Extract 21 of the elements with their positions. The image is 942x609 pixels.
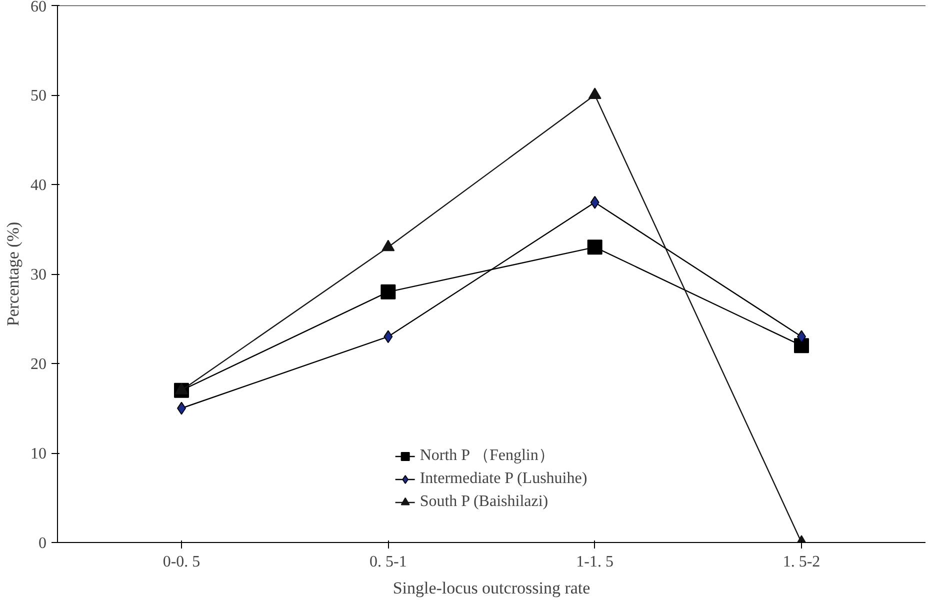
y-tick-label: 40 bbox=[30, 177, 46, 194]
legend-label: North P （Fenglin） bbox=[420, 446, 554, 466]
legend-label: Intermediate P (Lushuihe) bbox=[420, 470, 588, 488]
point bbox=[587, 240, 602, 255]
x-tick-label: 0-0. 5 bbox=[162, 554, 200, 570]
y-tick-label: 10 bbox=[30, 446, 46, 462]
x-tick-label: 0. 5-1 bbox=[370, 554, 407, 570]
y-tick-label: 50 bbox=[30, 88, 46, 104]
x-axis-title: Single-locus outcrossing rate bbox=[392, 578, 590, 598]
y-axis-title: Percentage (%) bbox=[4, 222, 22, 326]
point bbox=[590, 196, 600, 209]
point bbox=[794, 338, 809, 354]
y-tick-label: 0 bbox=[38, 535, 46, 552]
y-tick-label: 30 bbox=[30, 266, 46, 284]
y-tick-label: 60 bbox=[30, 0, 46, 16]
y-tick-label: 20 bbox=[30, 356, 46, 373]
point bbox=[384, 330, 393, 344]
x-tick-label: 1. 5-2 bbox=[782, 554, 820, 570]
legend-label: South P (Baishilazi) bbox=[420, 493, 548, 511]
point bbox=[380, 284, 396, 300]
x-tick-label: 1-1. 5 bbox=[576, 554, 614, 570]
